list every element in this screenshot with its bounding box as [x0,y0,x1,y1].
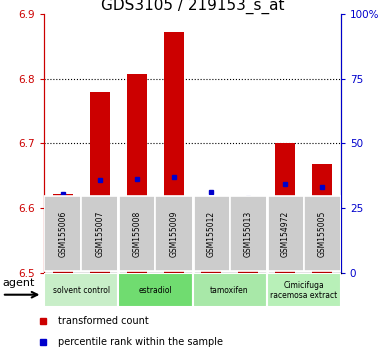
Text: GSM154972: GSM154972 [281,211,290,257]
Bar [90,92,110,273]
Bar [192,196,229,271]
Bar [81,196,119,271]
Bar [238,219,258,273]
Title: GDS3105 / 219153_s_at: GDS3105 / 219153_s_at [101,0,284,14]
Text: GSM155006: GSM155006 [58,210,67,257]
Text: transformed count: transformed count [58,316,149,326]
Bar [156,196,192,271]
Text: tamoxifen: tamoxifen [210,286,249,295]
Bar [192,273,267,307]
Bar [127,74,147,273]
Bar [119,196,156,271]
Bar [304,196,341,271]
Bar [53,194,73,273]
Bar [229,196,266,271]
Text: estradiol: estradiol [139,286,172,295]
Bar [275,143,295,273]
Bar [267,196,304,271]
Bar [201,204,221,273]
Bar [44,196,81,271]
Bar [44,273,119,307]
Text: GSM155009: GSM155009 [169,210,179,257]
Text: GSM155012: GSM155012 [206,211,216,257]
Text: GSM155005: GSM155005 [318,210,327,257]
Bar [164,32,184,273]
Text: solvent control: solvent control [53,286,110,295]
Bar [267,273,341,307]
Text: GSM155008: GSM155008 [132,211,141,257]
Text: GSM155007: GSM155007 [95,210,104,257]
Text: GSM155013: GSM155013 [244,211,253,257]
Text: Cimicifuga
racemosa extract: Cimicifuga racemosa extract [270,281,337,300]
Bar [119,273,192,307]
Text: percentile rank within the sample: percentile rank within the sample [58,337,223,348]
Bar [312,164,332,273]
Text: agent: agent [2,278,34,288]
